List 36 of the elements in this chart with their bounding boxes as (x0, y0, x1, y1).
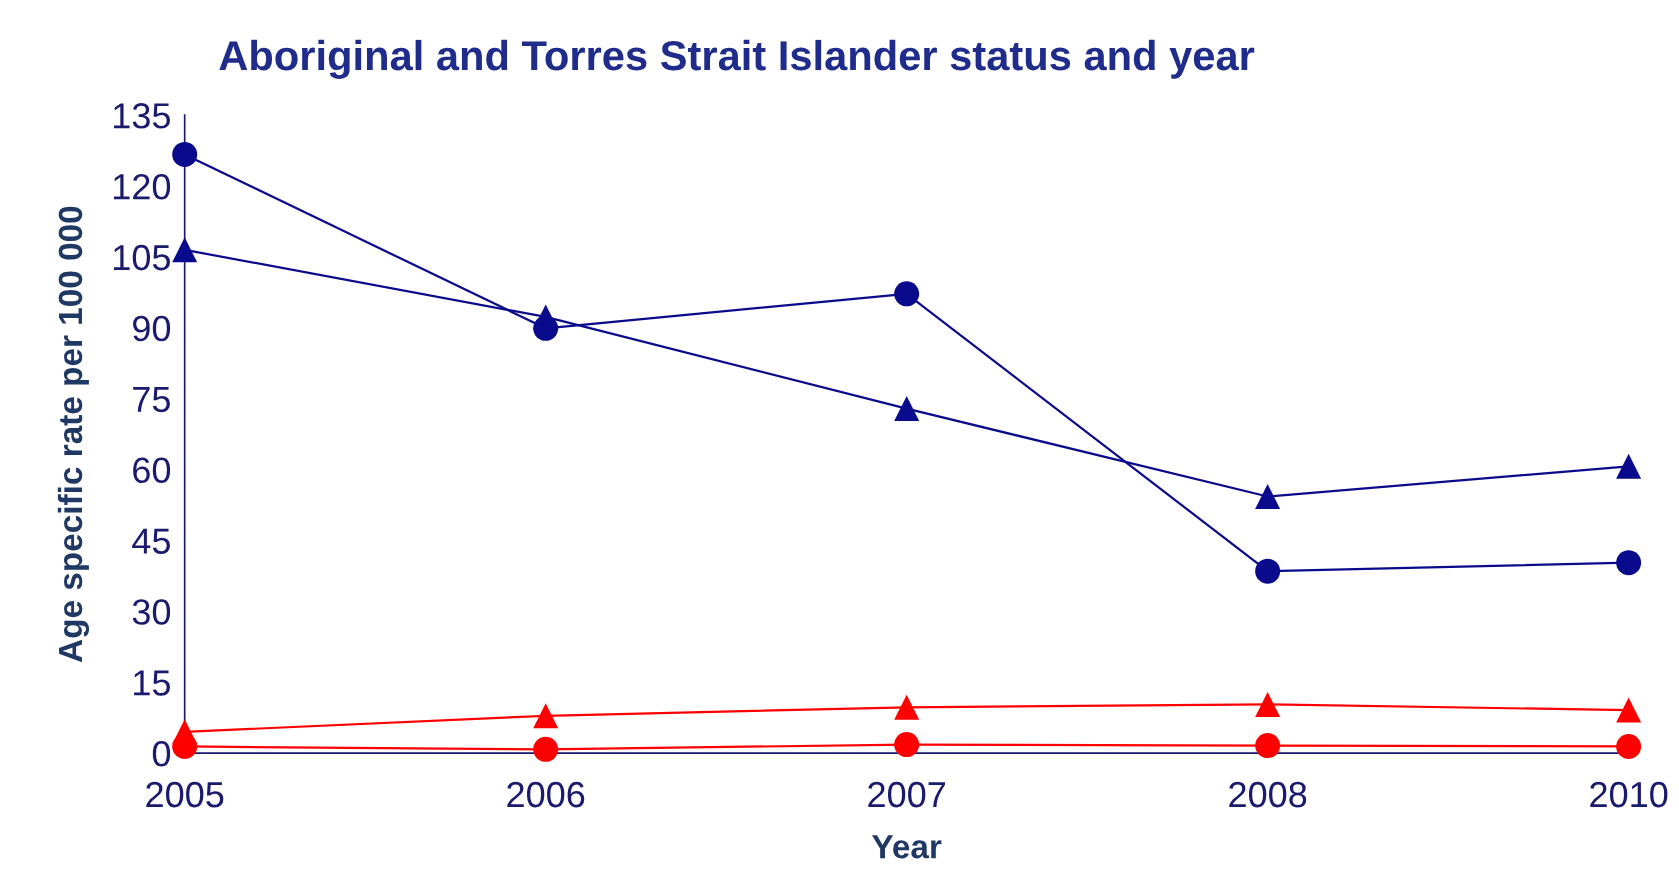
chart-title: Aboriginal and Torres Strait Islander status and year (219, 39, 1255, 79)
y-tick-label: 120 (114, 173, 171, 200)
x-tick-label: 2006 (507, 781, 585, 808)
x-tick-label: 2008 (1229, 781, 1307, 808)
point (1616, 697, 1642, 723)
x-tick-label: 2005 (146, 781, 224, 808)
x-tick-label: 2007 (868, 781, 946, 808)
point (533, 703, 559, 729)
point (1255, 484, 1281, 510)
point (1616, 550, 1642, 576)
point (533, 304, 559, 330)
y-tick-label: 45 (132, 528, 170, 554)
y-tick-label: 135 (114, 103, 170, 129)
x-axis-title: Year (872, 835, 942, 859)
y-axis-title: Age specific rate per 100 000 (57, 206, 90, 663)
point (894, 396, 920, 422)
y-tick-label: 30 (132, 599, 171, 625)
y-tick-label: 60 (133, 457, 171, 484)
point (894, 732, 920, 758)
y-tick-label: 15 (134, 670, 170, 696)
point (894, 281, 920, 307)
point (894, 694, 920, 720)
point (1616, 453, 1642, 479)
y-tick-label: 0 (152, 740, 171, 767)
y-tick-label: 90 (133, 315, 171, 342)
y-tick-label: 105 (114, 244, 170, 271)
x-tick-label: 2010 (1590, 781, 1668, 808)
y-tick-label: 75 (133, 386, 170, 413)
point (1255, 691, 1281, 717)
point (1255, 558, 1281, 584)
point (172, 719, 198, 745)
point (172, 237, 198, 263)
point (1616, 733, 1642, 759)
point (533, 736, 559, 762)
point (1255, 733, 1281, 759)
point (172, 141, 198, 167)
